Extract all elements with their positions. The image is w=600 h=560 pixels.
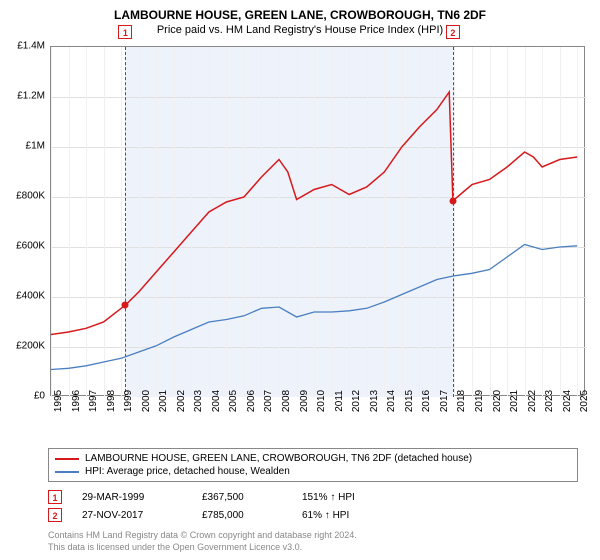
legend-row: HPI: Average price, detached house, Weal… <box>55 465 571 478</box>
legend-swatch <box>55 471 79 473</box>
x-tick-label: 2023 <box>544 390 555 412</box>
transaction-pct: 61% ↑ HPI <box>302 510 382 521</box>
plot-region: 12 <box>50 46 585 396</box>
footer-attribution: Contains HM Land Registry data © Crown c… <box>48 530 357 553</box>
transaction-row-marker: 1 <box>48 490 62 504</box>
legend: LAMBOURNE HOUSE, GREEN LANE, CROWBOROUGH… <box>48 448 578 482</box>
x-tick-label: 2014 <box>386 390 397 412</box>
x-tick-label: 1996 <box>71 390 82 412</box>
series-svg <box>51 47 586 397</box>
legend-swatch <box>55 458 79 460</box>
legend-label: LAMBOURNE HOUSE, GREEN LANE, CROWBOROUGH… <box>85 453 472 464</box>
transaction-row-marker: 2 <box>48 508 62 522</box>
chart-subtitle: Price paid vs. HM Land Registry's House … <box>0 22 600 36</box>
footer-line: Contains HM Land Registry data © Crown c… <box>48 530 357 542</box>
y-tick-label: £200K <box>1 341 45 352</box>
x-tick-label: 2010 <box>316 390 327 412</box>
footer-line: This data is licensed under the Open Gov… <box>48 542 357 554</box>
y-tick-label: £1.4M <box>1 41 45 52</box>
y-tick-label: £400K <box>1 291 45 302</box>
x-tick-label: 2018 <box>456 390 467 412</box>
x-tick-label: 1999 <box>123 390 134 412</box>
transaction-marker: 2 <box>446 25 460 39</box>
x-tick-label: 2022 <box>527 390 538 412</box>
chart-title: LAMBOURNE HOUSE, GREEN LANE, CROWBOROUGH… <box>0 0 600 22</box>
x-tick-label: 2005 <box>228 390 239 412</box>
x-tick-label: 2000 <box>141 390 152 412</box>
y-tick-label: £800K <box>1 191 45 202</box>
x-tick-label: 1998 <box>106 390 117 412</box>
transaction-date: 27-NOV-2017 <box>82 510 182 521</box>
y-tick-label: £0 <box>1 391 45 402</box>
x-tick-label: 2019 <box>474 390 485 412</box>
x-tick-label: 2021 <box>509 390 520 412</box>
y-tick-label: £600K <box>1 241 45 252</box>
x-tick-label: 2015 <box>404 390 415 412</box>
x-tick-label: 1995 <box>53 390 64 412</box>
transaction-price: £367,500 <box>202 492 282 503</box>
x-tick-label: 2024 <box>562 390 573 412</box>
price_line <box>453 152 577 201</box>
x-tick-label: 2009 <box>299 390 310 412</box>
legend-row: LAMBOURNE HOUSE, GREEN LANE, CROWBOROUGH… <box>55 452 571 465</box>
transaction-row: 2 27-NOV-2017 £785,000 61% ↑ HPI <box>48 506 382 524</box>
x-tick-label: 2006 <box>246 390 257 412</box>
x-tick-label: 1997 <box>88 390 99 412</box>
x-tick-label: 2011 <box>334 390 345 412</box>
transaction-price: £785,000 <box>202 510 282 521</box>
x-tick-label: 2017 <box>439 390 450 412</box>
x-tick-label: 2004 <box>211 390 222 412</box>
x-tick-label: 2016 <box>421 390 432 412</box>
transaction-table: 1 29-MAR-1999 £367,500 151% ↑ HPI 2 27-NOV-20… <box>48 488 382 524</box>
transaction-marker: 1 <box>118 25 132 39</box>
x-tick-label: 2002 <box>176 390 187 412</box>
hpi_line <box>51 245 577 370</box>
x-tick-label: 2012 <box>351 390 362 412</box>
y-tick-label: £1M <box>1 141 45 152</box>
x-tick-label: 2020 <box>492 390 503 412</box>
transaction-date: 29-MAR-1999 <box>82 492 182 503</box>
chart-area: 12 £0£200K£400K£600K£800K£1M£1.2M£1.4M19… <box>50 46 585 426</box>
x-tick-label: 2007 <box>263 390 274 412</box>
legend-label: HPI: Average price, detached house, Weal… <box>85 466 290 477</box>
y-tick-label: £1.2M <box>1 91 45 102</box>
transaction-pct: 151% ↑ HPI <box>302 492 382 503</box>
transaction-row: 1 29-MAR-1999 £367,500 151% ↑ HPI <box>48 488 382 506</box>
x-tick-label: 2008 <box>281 390 292 412</box>
x-tick-label: 2001 <box>158 390 169 412</box>
x-tick-label: 2025 <box>579 390 590 412</box>
x-tick-label: 2003 <box>193 390 204 412</box>
x-tick-label: 2013 <box>369 390 380 412</box>
transaction-point <box>122 302 129 309</box>
transaction-point <box>449 197 456 204</box>
